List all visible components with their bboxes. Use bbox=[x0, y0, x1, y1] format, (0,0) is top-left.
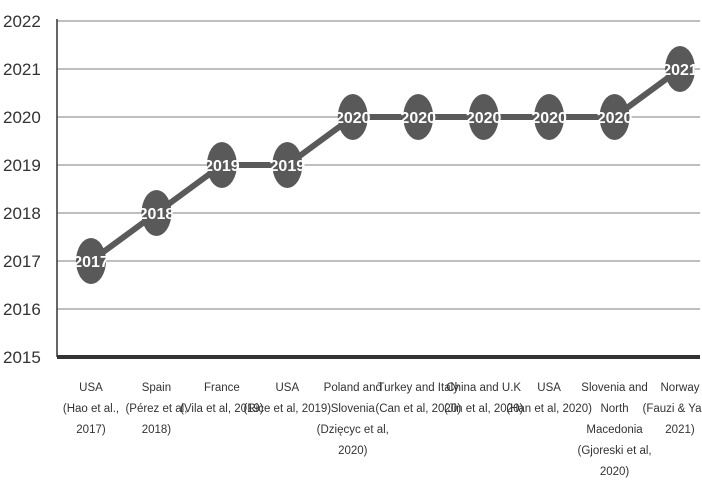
data-point-marker bbox=[468, 94, 499, 140]
x-tick-label: Poland and Slovenia (Dzięcyc et al, 2020) bbox=[317, 382, 389, 457]
x-tick-label: USA (Rice et al, 2019) bbox=[244, 382, 332, 415]
data-point-marker bbox=[665, 46, 695, 92]
data-point-marker bbox=[534, 94, 565, 140]
x-tick-label: Slovenia and North Macedonia (Gjoreski et a… bbox=[577, 382, 651, 478]
x-tick-labels: USA (Hao et al., 2017)Spain (Pérez et al, 20… bbox=[63, 382, 702, 478]
data-label: 2020 bbox=[400, 110, 436, 127]
data-markers: 2017 2018 2019 2019 2020 2020 2020 2020 2020 2021 bbox=[73, 46, 698, 284]
data-label: 2020 bbox=[466, 110, 502, 127]
y-tick-label: 2019 bbox=[3, 156, 41, 175]
data-label: 2021 bbox=[662, 62, 698, 79]
y-tick-label: 2016 bbox=[3, 300, 41, 319]
y-tick-label: 2021 bbox=[3, 60, 41, 79]
x-tick-label: USA (Han et al, 2020) bbox=[506, 382, 592, 415]
data-point-marker bbox=[141, 190, 172, 236]
data-label: 2017 bbox=[73, 254, 109, 271]
gridlines bbox=[57, 20, 700, 310]
data-label: 2018 bbox=[139, 206, 175, 223]
data-label: 2019 bbox=[204, 158, 240, 175]
y-tick-label: 2022 bbox=[3, 12, 41, 31]
data-point-marker bbox=[599, 94, 630, 140]
x-tick-label: France (Vila et al, 2019) bbox=[180, 382, 264, 415]
x-tick-label: Spain (Pérez et al, 2018) bbox=[125, 382, 187, 436]
y-tick-label: 2017 bbox=[3, 252, 41, 271]
data-label: 2020 bbox=[335, 110, 371, 127]
x-tick-label: China and U.K (Jin et al, 2020) bbox=[444, 382, 523, 415]
y-tick-label: 2018 bbox=[3, 204, 41, 223]
data-label: 2019 bbox=[270, 158, 306, 175]
series-line-path bbox=[88, 66, 683, 264]
x-tick-label: USA (Hao et al., 2017) bbox=[63, 382, 119, 436]
data-point-marker bbox=[76, 238, 106, 284]
data-point-marker bbox=[403, 94, 434, 140]
data-label: 2020 bbox=[531, 110, 567, 127]
x-tick-label: Turkey and Italy (Can et al, 2020) bbox=[375, 382, 461, 415]
data-point-marker bbox=[337, 94, 368, 140]
data-point-marker bbox=[272, 142, 303, 188]
y-tick-labels: 2015 2016 2017 2018 2019 2020 2021 2022 bbox=[3, 12, 41, 367]
y-tick-label: 2020 bbox=[3, 108, 41, 127]
axes bbox=[56, 19, 700, 359]
data-point-marker bbox=[206, 142, 237, 188]
x-tick-label: Norway(Fauzi & Yang,2021) bbox=[642, 382, 702, 436]
y-tick-label: 2015 bbox=[3, 348, 41, 367]
data-label: 2020 bbox=[597, 110, 633, 127]
series-line bbox=[88, 66, 683, 264]
